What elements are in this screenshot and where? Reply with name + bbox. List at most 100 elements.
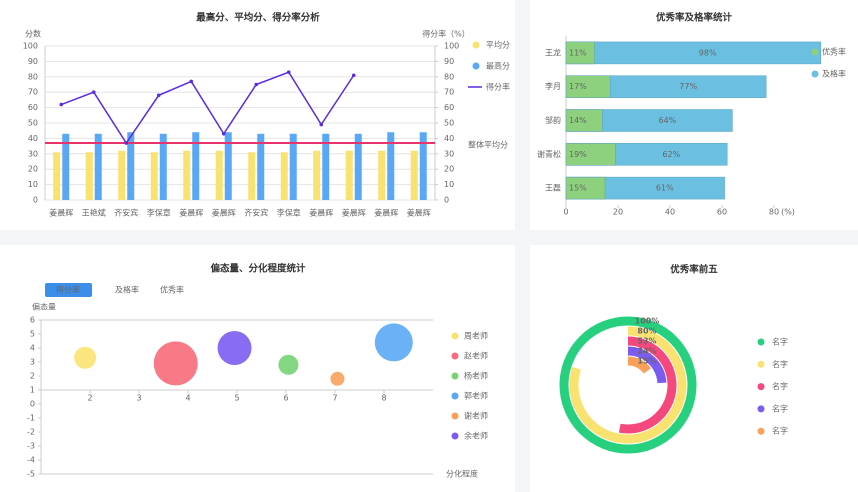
bar [565,41,822,65]
legend-marker [451,432,459,440]
y2-tick-label: 80 [444,72,454,81]
line-point [254,82,259,87]
bar [565,143,616,166]
y-tick-label: 5 [30,330,35,339]
bar [257,133,265,200]
x-tick-label: 齐安宾 [114,208,138,218]
value-label: 15% [569,184,587,193]
value-label: 98% [699,48,717,57]
line-point [319,122,324,127]
tab[interactable]: 及格率 [115,285,139,295]
y-tick-label: 10 [28,180,38,189]
y-tick-label: 90 [28,57,38,66]
y-tick-label: 6 [30,316,35,325]
y-tick-label: 70 [28,88,38,97]
x-unit-label: (%) [781,208,795,217]
bar [53,152,61,200]
x-tick-label: 姜晨辉 [374,208,398,218]
value-label: 14% [569,116,587,125]
value-label: 80% [637,327,656,336]
legend-marker [451,412,459,420]
bar [183,150,191,200]
y-tick-label: 0 [33,196,38,205]
ring [559,316,697,454]
line-point [221,131,226,136]
chart-title: 偏态量、分化程度统计 [210,263,306,275]
bar [565,41,595,65]
bubble [74,346,97,369]
legend-label: 名字 [772,381,788,391]
x-tick-label: 80 [769,208,779,217]
legend-marker [757,405,765,413]
line [60,71,355,145]
y-tick-label: 20 [28,165,38,174]
ring [627,346,667,384]
y-tick-label: 50 [28,119,38,128]
legend-marker [451,352,459,360]
x-tick-label: 0 [563,208,568,217]
y-axis-label: 分数 [25,29,41,39]
bar [289,133,297,200]
y-tick-label: 谢青松 [537,149,561,159]
value-label: 53% [637,337,656,346]
x-tick-label: 2 [87,394,92,403]
chart-title: 最高分、平均分、得分率分析 [196,12,320,24]
tab[interactable]: 优秀率 [160,285,184,295]
legend-label: 杨老师 [464,371,488,381]
bar [159,133,167,200]
y2-tick-label: 60 [444,103,454,112]
y-tick-label: 2 [30,372,35,381]
legend-marker [451,392,459,400]
line-point [59,102,64,107]
legend-label: 名字 [772,359,788,369]
value-label: 11% [569,48,587,57]
ring [627,356,652,374]
x-tick-label: 姜晨辉 [212,208,236,218]
y-tick-label: 40 [28,134,38,143]
y-tick-label: 李月 [545,81,561,91]
bar [565,176,606,200]
legend-label: 得分率 [486,82,510,92]
y2-tick-label: 100 [444,42,459,51]
legend-label: 谢老师 [464,411,488,421]
x-tick-label: 姜晨辉 [407,208,431,218]
legend-label: 周老师 [464,331,488,341]
tab-active[interactable] [45,283,92,297]
value-label: 17% [569,82,587,91]
bar [565,75,611,98]
y2-tick-label: 30 [444,149,454,158]
y-tick-label: 邹韵 [545,115,561,125]
y-tick-label: -4 [27,456,35,465]
y2-tick-label: 0 [444,196,449,205]
legend-label: 优秀率 [822,47,846,57]
line-point [351,73,356,78]
panel [0,245,515,492]
legend-marker [757,383,765,391]
ring [618,336,677,434]
x-tick-label: 齐安宾 [244,208,268,218]
y-tick-label: 60 [28,103,38,112]
y-tick-label: -2 [27,428,35,437]
x-axis-label: 分化程度 [446,469,478,479]
line-point [286,70,291,74]
tab[interactable]: 得分率 [56,285,80,295]
bar [345,150,353,200]
bar [419,132,427,200]
y-tick-label: 王磊 [545,184,561,193]
bar [94,133,102,200]
chart-title: 优秀率及格率统计 [656,12,733,24]
x-tick-label: 6 [283,394,288,403]
legend-label: 平均分 [486,40,510,50]
bar [322,133,330,200]
y-tick-label: 100 [23,42,38,51]
bubble [217,331,252,365]
y-tick-label: 30 [28,149,38,158]
y-tick-label: -1 [27,414,35,423]
legend-label: 赵老师 [464,351,488,361]
y2-tick-label: 90 [444,57,454,66]
bar [378,150,386,200]
legend-label: 名字 [772,426,788,436]
x-tick-label: 姜晨辉 [179,208,203,218]
x-tick-label: 李保章 [147,208,171,218]
